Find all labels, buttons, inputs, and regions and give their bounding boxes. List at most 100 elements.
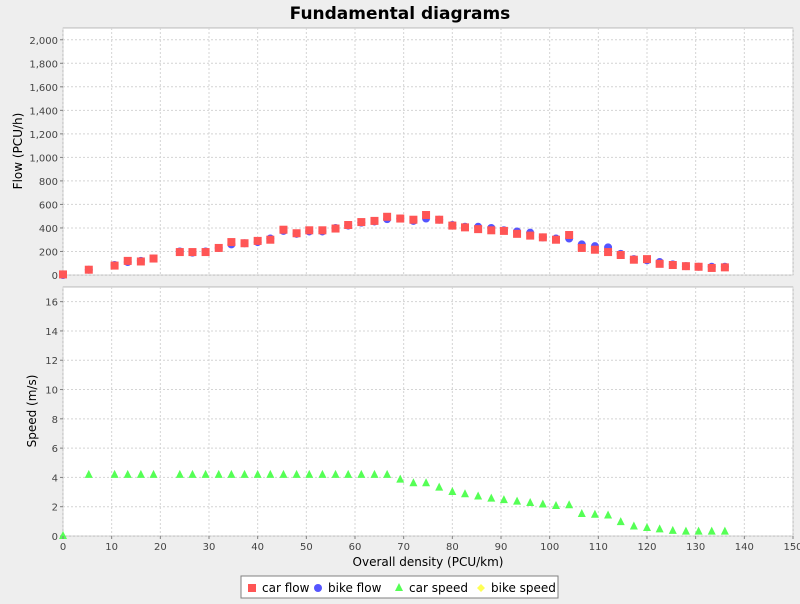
flow-grid: [62, 28, 794, 276]
car-flow-point: [551, 235, 560, 244]
speed-points: [59, 469, 729, 539]
car-speed-point: [643, 522, 651, 531]
car-speed-point: [396, 474, 405, 483]
car-speed-legend-marker: [395, 583, 403, 591]
car-speed-point: [253, 469, 262, 478]
car-flow-point: [292, 229, 301, 238]
car-flow-point: [344, 221, 353, 230]
car-flow-point: [253, 236, 262, 245]
x-tick-label: 120: [637, 542, 656, 553]
y-tick-label: 8: [52, 415, 58, 426]
car-speed-point: [292, 469, 301, 478]
car-speed-point: [318, 469, 327, 478]
x-tick-label: 50: [300, 542, 313, 553]
car-flow-point: [305, 226, 314, 235]
car-flow-point: [409, 215, 418, 224]
car-flow-point: [435, 215, 444, 224]
car-flow-point: [331, 224, 340, 233]
car-speed-point: [409, 478, 418, 487]
car-flow-point: [526, 231, 535, 240]
x-tick-label: 40: [251, 542, 264, 553]
flow-y-ticks: 0 200 400 600 800 1,000 1,200 1,400 1,600 1,800 2,…: [29, 36, 63, 282]
car-flow-point: [136, 257, 145, 266]
y-tick-label: 6: [52, 444, 58, 455]
car-speed-point: [305, 469, 314, 478]
car-flow-point: [383, 212, 392, 221]
car-flow-point: [487, 226, 496, 235]
car-flow-point: [279, 225, 288, 234]
legend-label: car speed: [409, 581, 468, 595]
flow-plot-area: [62, 27, 794, 276]
car-speed-point: [331, 469, 340, 478]
car-flow-point: [370, 216, 379, 225]
car-flow-point: [357, 218, 366, 227]
x-tick-label: 30: [203, 542, 216, 553]
car-flow-point: [577, 243, 586, 252]
x-tick-label: 70: [397, 542, 410, 553]
y-tick-label: 800: [39, 177, 58, 188]
car-speed-point: [201, 469, 210, 478]
y-tick-label: 4: [52, 473, 58, 484]
car-flow-point: [694, 262, 703, 271]
car-speed-point: [590, 509, 599, 518]
y-tick-label: 1,000: [29, 153, 58, 164]
y-tick-label: 1,400: [29, 106, 58, 117]
bike-flow-legend-marker: [314, 584, 322, 592]
car-flow-point: [396, 214, 405, 223]
car-flow-point: [110, 261, 119, 270]
car-speed-point: [538, 499, 547, 508]
car-flow-point: [616, 251, 625, 260]
car-speed-point: [123, 469, 132, 478]
y-tick-label: 2,000: [29, 36, 58, 47]
y-tick-label: 14: [45, 327, 58, 338]
car-flow-point: [720, 263, 729, 272]
y-tick-label: 1,600: [29, 83, 58, 94]
car-flow-point: [214, 243, 223, 252]
car-speed-point: [487, 493, 496, 502]
car-speed-point: [149, 469, 158, 478]
car-flow-point: [188, 248, 197, 257]
y-tick-label: 10: [45, 386, 58, 397]
car-speed-point: [227, 469, 236, 478]
car-flow-point: [240, 239, 249, 248]
x-tick-label: 110: [589, 542, 608, 553]
x-tick-label: 60: [349, 542, 362, 553]
car-flow-point: [175, 248, 184, 257]
car-flow-point: [590, 245, 599, 254]
x-tick-label: 150: [783, 542, 800, 553]
car-speed-point: [110, 469, 119, 478]
car-speed-point: [565, 500, 574, 509]
car-speed-point: [188, 469, 197, 478]
x-tick-label: 0: [60, 542, 66, 553]
flow-points: [59, 211, 729, 279]
legend-label: car flow: [262, 581, 310, 595]
car-speed-point: [681, 526, 690, 535]
car-flow-point: [668, 261, 677, 270]
car-flow-point: [655, 259, 664, 268]
car-speed-point: [136, 469, 145, 478]
car-speed-point: [266, 469, 275, 478]
x-tick-label: 80: [446, 542, 459, 553]
car-flow-point: [681, 262, 690, 271]
car-speed-point: [175, 469, 184, 478]
car-speed-point: [720, 526, 729, 535]
car-flow-point: [499, 226, 508, 235]
car-speed-point: [551, 500, 560, 509]
chart-title: Fundamental diagrams: [290, 4, 511, 24]
car-flow-point: [538, 233, 547, 242]
car-flow-point: [474, 225, 483, 234]
speed-grid: [62, 287, 794, 537]
car-speed-point: [435, 482, 444, 491]
car-flow-point: [201, 248, 210, 257]
y-tick-label: 1,800: [29, 59, 58, 70]
speed-y-axis-label: Speed (m/s): [25, 375, 39, 448]
car-flow-point: [84, 265, 93, 274]
car-speed-point: [604, 510, 613, 519]
x-axis-label: Overall density (PCU/km): [353, 555, 504, 569]
car-flow-point: [266, 235, 275, 244]
car-speed-point: [655, 524, 664, 533]
car-speed-point: [344, 469, 353, 478]
speed-y-ticks: 0 2 4 6 8 10 12 14 16: [45, 298, 63, 543]
